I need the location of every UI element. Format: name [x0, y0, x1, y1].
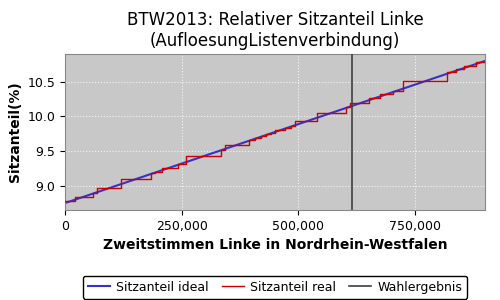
Sitzanteil real	[444, 80, 450, 83]
Sitzanteil ideal	[390, 90, 396, 94]
Sitzanteil ideal	[397, 88, 403, 92]
Sitzanteil real	[482, 61, 488, 64]
Sitzanteil ideal	[482, 59, 488, 63]
X-axis label: Zweitstimmen Linke in Nordrhein-Westfalen: Zweitstimmen Linke in Nordrhein-Westfale…	[102, 238, 448, 252]
Sitzanteil ideal	[105, 187, 111, 190]
Sitzanteil real	[400, 80, 406, 83]
Sitzanteil ideal	[247, 139, 253, 142]
Sitzanteil real	[158, 166, 164, 169]
Sitzanteil ideal	[62, 201, 68, 205]
Sitzanteil real	[218, 154, 224, 158]
Sitzanteil real	[62, 200, 68, 203]
Sitzanteil ideal	[232, 144, 238, 147]
Sitzanteil real	[118, 186, 124, 190]
Sitzanteil ideal	[350, 104, 356, 107]
Line: Sitzanteil ideal: Sitzanteil ideal	[65, 61, 485, 203]
Sitzanteil real	[473, 61, 479, 64]
Y-axis label: Sitzanteil(%): Sitzanteil(%)	[8, 82, 22, 182]
Legend: Sitzanteil ideal, Sitzanteil real, Wahlergebnis: Sitzanteil ideal, Sitzanteil real, Wahle…	[82, 275, 468, 298]
Sitzanteil real	[272, 128, 278, 132]
Line: Sitzanteil real: Sitzanteil real	[65, 62, 485, 201]
Title: BTW2013: Relativer Sitzanteil Linke
(AufloesungListenverbindung): BTW2013: Relativer Sitzanteil Linke (Auf…	[126, 11, 424, 50]
